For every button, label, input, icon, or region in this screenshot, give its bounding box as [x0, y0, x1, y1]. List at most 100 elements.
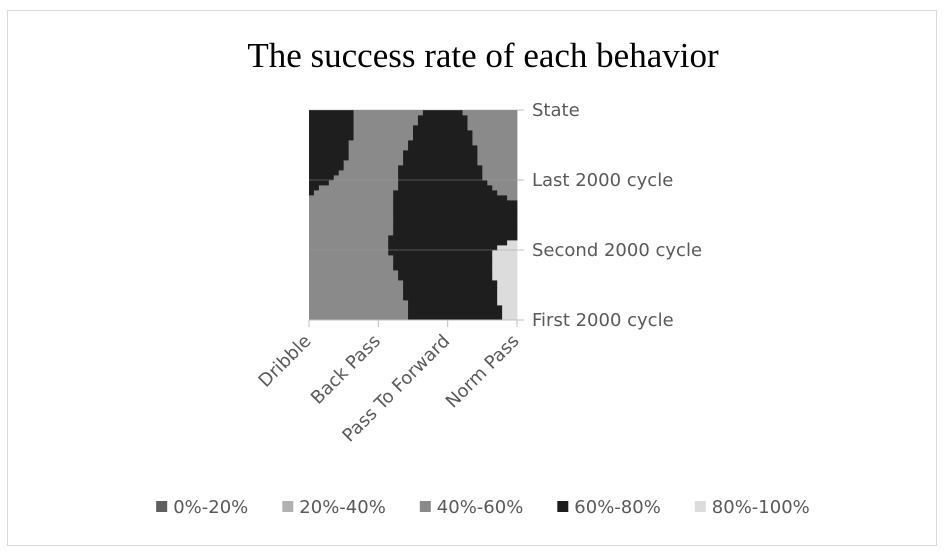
surface-cell	[328, 280, 335, 286]
surface-cell	[462, 165, 468, 171]
surface-cell	[492, 205, 498, 211]
surface-cell	[482, 300, 488, 306]
surface-cell	[353, 300, 359, 306]
surface-cell	[368, 125, 374, 131]
surface-cell	[323, 160, 330, 166]
surface-cell	[512, 170, 518, 176]
surface-cell	[318, 180, 325, 186]
surface-cell	[452, 200, 458, 206]
surface-cell	[437, 225, 444, 231]
surface-cell	[333, 150, 340, 156]
surface-cell	[413, 185, 419, 191]
surface-cell	[467, 110, 473, 116]
surface-cell	[363, 245, 369, 251]
surface-cell	[363, 130, 369, 136]
surface-cell	[422, 120, 429, 126]
surface-cell	[408, 290, 414, 296]
surface-cell	[348, 250, 354, 256]
surface-cell	[467, 125, 473, 131]
surface-cell	[393, 140, 399, 146]
series-label: Last 2000 cycle	[532, 170, 673, 191]
legend-swatch	[419, 501, 431, 512]
surface-cell	[323, 150, 330, 156]
surface-cell	[309, 240, 315, 246]
surface-cell	[482, 115, 488, 121]
surface-cell	[338, 230, 345, 236]
surface-cell	[368, 205, 374, 211]
surface-cell	[442, 245, 449, 251]
surface-cell	[383, 220, 389, 226]
surface-cell	[487, 295, 493, 301]
surface-cell	[393, 250, 399, 256]
surface-cell	[472, 210, 478, 216]
surface-cell	[408, 240, 414, 246]
surface-cell	[368, 215, 374, 221]
surface-cell	[442, 205, 449, 211]
surface-cell	[333, 235, 340, 241]
surface-cell	[482, 170, 488, 176]
surface-cell	[398, 260, 404, 266]
surface-cell	[393, 255, 399, 261]
surface-cell	[363, 135, 369, 141]
surface-cell	[338, 275, 345, 281]
surface-cell	[383, 305, 389, 311]
surface-cell	[323, 130, 330, 136]
surface-cell	[323, 135, 330, 141]
surface-cell	[447, 175, 454, 181]
surface-cell	[338, 260, 345, 266]
surface-cell	[487, 145, 493, 151]
surface-cell	[338, 200, 345, 206]
surface-cell	[512, 120, 518, 126]
surface-cell	[323, 185, 330, 191]
surface-cell	[457, 270, 463, 276]
surface-cell	[398, 115, 404, 121]
surface-cell	[502, 255, 508, 261]
surface-cell	[462, 265, 468, 271]
surface-cell	[413, 280, 419, 286]
surface-cell	[442, 210, 449, 216]
surface-cell	[462, 235, 468, 241]
surface-cell	[363, 270, 369, 276]
surface-cell	[398, 240, 404, 246]
surface-cell	[497, 295, 503, 301]
surface-cell	[328, 130, 335, 136]
surface-cell	[388, 155, 394, 161]
surface-cell	[417, 155, 424, 161]
surface-cell	[318, 220, 325, 226]
surface-cell	[358, 260, 364, 266]
surface-cell	[447, 295, 454, 301]
surface-cell	[338, 130, 345, 136]
surface-cell	[457, 205, 463, 211]
surface-cell	[343, 155, 350, 161]
surface-cell	[502, 275, 508, 281]
surface-cell	[417, 135, 424, 141]
surface-cell	[388, 120, 394, 126]
surface-cell	[472, 310, 478, 316]
surface-cell	[373, 115, 379, 121]
surface-cell	[363, 145, 369, 151]
surface-cell	[318, 160, 325, 166]
surface-cell	[368, 140, 374, 146]
surface-cell	[472, 200, 478, 206]
surface-cell	[442, 185, 449, 191]
surface-cell	[403, 295, 409, 301]
surface-cell	[512, 225, 518, 231]
surface-cell	[353, 245, 359, 251]
surface-cell	[427, 255, 434, 261]
surface-cell	[348, 215, 354, 221]
surface-cell	[383, 190, 389, 196]
surface-cell	[403, 200, 409, 206]
surface-cell	[512, 205, 518, 211]
surface-cell	[408, 135, 414, 141]
surface-cell	[378, 160, 384, 166]
surface-cell	[452, 295, 458, 301]
surface-cell	[447, 305, 454, 311]
surface-cell	[348, 275, 354, 281]
surface-cell	[373, 170, 379, 176]
surface-cell	[482, 220, 488, 226]
surface-cell	[507, 175, 513, 181]
surface-cell	[447, 255, 454, 261]
surface-cell	[343, 315, 350, 321]
surface-cell	[333, 165, 340, 171]
surface-cell	[343, 165, 350, 171]
